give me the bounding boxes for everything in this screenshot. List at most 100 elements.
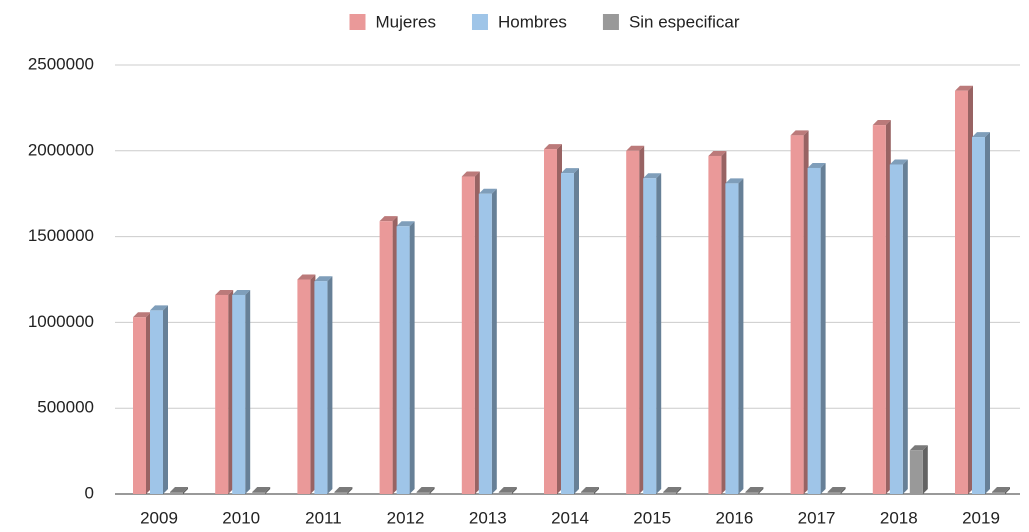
bar-top	[133, 312, 151, 318]
bar	[807, 167, 821, 494]
bar	[544, 149, 557, 495]
bar	[334, 492, 348, 494]
bar-side	[557, 144, 562, 495]
legend-label: Mujeres	[376, 12, 436, 31]
bar-side	[902, 159, 908, 494]
bar-top	[581, 487, 599, 492]
bar	[133, 317, 146, 494]
bar-side	[721, 150, 727, 494]
bar-top	[416, 487, 435, 492]
x-tick-label: 2013	[469, 508, 507, 527]
y-tick-label: 2500000	[28, 54, 94, 73]
bar-top	[708, 150, 727, 156]
bar-top	[889, 159, 908, 165]
bar-top	[396, 221, 415, 227]
bar-top	[561, 168, 579, 174]
bar-side	[922, 445, 928, 494]
bar-top	[972, 132, 990, 138]
bar-top	[498, 487, 517, 492]
bar	[461, 176, 475, 495]
bar-side	[327, 276, 333, 494]
bar	[314, 281, 328, 494]
bar-side	[574, 168, 579, 494]
x-tick-label: 2015	[633, 508, 671, 527]
bar-side	[392, 216, 398, 494]
bar-top	[150, 305, 168, 311]
bar	[232, 294, 246, 494]
bar-side	[1005, 487, 1010, 494]
bar-top	[745, 487, 764, 492]
bar-top	[334, 487, 353, 492]
bar	[379, 221, 393, 494]
x-tick-label: 2014	[551, 508, 589, 527]
bar-top	[252, 487, 271, 492]
bar-side	[347, 487, 353, 494]
bar	[872, 125, 886, 494]
bar-top	[461, 171, 480, 177]
legend-label: Sin especificar	[629, 12, 740, 31]
bar-side	[228, 289, 234, 494]
bar	[643, 178, 657, 495]
bar	[478, 193, 492, 494]
bar-side	[163, 305, 168, 494]
y-tick-label: 500000	[37, 398, 94, 417]
y-tick-label: 1000000	[28, 312, 94, 331]
bar	[561, 173, 574, 494]
bar	[790, 135, 804, 494]
bar	[297, 279, 311, 494]
x-tick-label: 2018	[880, 508, 918, 527]
x-tick-label: 2019	[962, 508, 1000, 527]
legend-swatch	[602, 14, 619, 30]
bar-side	[265, 487, 271, 494]
bar-side	[639, 145, 645, 495]
bar	[170, 492, 183, 494]
bar-side	[594, 487, 599, 494]
bar-side	[656, 173, 662, 495]
legend-label: Hombres	[498, 12, 567, 31]
bar-top	[170, 487, 188, 492]
bar-top	[232, 289, 251, 295]
bar	[992, 492, 1005, 494]
bar-top	[725, 178, 744, 184]
x-tick-label: 2009	[140, 508, 178, 527]
bar-side	[968, 85, 973, 495]
bar	[909, 450, 923, 494]
bar	[827, 492, 841, 494]
bar-side	[429, 487, 435, 494]
y-tick-label: 0	[85, 483, 94, 502]
bar-top	[215, 289, 234, 295]
bar-side	[310, 274, 316, 494]
legend-swatch	[349, 14, 366, 30]
bar-top	[790, 130, 809, 136]
bar	[889, 164, 903, 494]
bar-side	[738, 178, 744, 495]
bar-side	[474, 171, 480, 495]
bar-side	[985, 132, 990, 494]
bar	[498, 492, 512, 494]
bar-top	[297, 274, 316, 280]
x-tick-label: 2012	[387, 508, 425, 527]
bar-side	[758, 487, 764, 494]
bar-side	[885, 120, 891, 494]
legend-swatch	[471, 14, 488, 30]
bar-top	[626, 145, 645, 151]
bar-side	[803, 130, 809, 494]
y-tick-label: 1500000	[28, 226, 94, 245]
bar-top	[478, 188, 497, 194]
bar	[215, 294, 229, 494]
bar	[416, 492, 430, 494]
bar-top	[827, 487, 846, 492]
bar	[708, 155, 722, 494]
bar-side	[840, 487, 846, 494]
bar-side	[491, 188, 497, 494]
bar	[396, 226, 410, 494]
x-tick-label: 2011	[305, 508, 342, 527]
bar-side	[183, 487, 188, 494]
bar	[725, 183, 739, 495]
bar	[150, 310, 163, 494]
x-tick-label: 2016	[715, 508, 753, 527]
bar-side	[409, 221, 415, 494]
bar-top	[663, 487, 682, 492]
bar	[745, 492, 759, 494]
